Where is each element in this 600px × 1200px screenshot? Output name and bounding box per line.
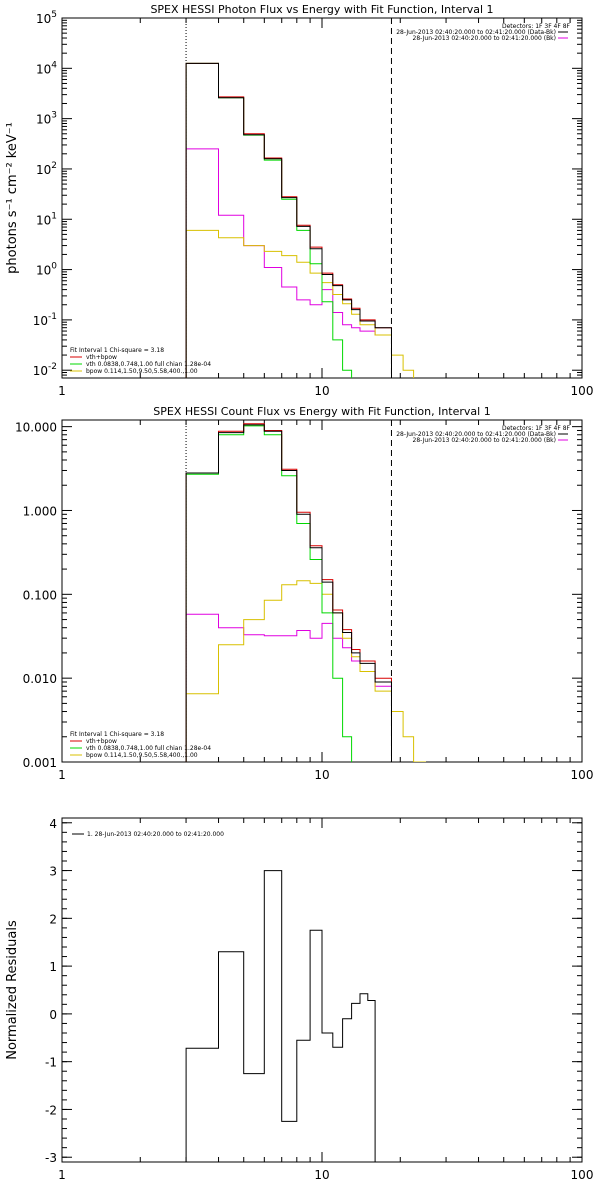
y-tick-label: 100 bbox=[36, 262, 57, 278]
y-tick-label: 0.010 bbox=[23, 672, 57, 686]
y-tick-label: 10-1 bbox=[33, 312, 57, 328]
y-tick-label: 0.100 bbox=[23, 588, 57, 602]
chart-panel-3: 1 10 100 -3 -2 -1 0 1 2 3 4 Normalized Residuals 1. … bbox=[5, 817, 593, 1182]
chart-title: SPEX HESSI Count Flux vs Energy with Fit… bbox=[153, 405, 490, 418]
plot-frame bbox=[61, 17, 583, 379]
series-thermal-line bbox=[185, 425, 353, 762]
legend-header-line: 28-Jun-2013 02:40:20.000 to 02:41:20.000… bbox=[396, 431, 556, 438]
y-tick-exponent: 5 bbox=[51, 10, 57, 20]
y-tick-label: 101 bbox=[36, 211, 57, 227]
legend-line: 1. 28-Jun-2013 02:40:20.000 to 02:41:20.… bbox=[87, 831, 224, 838]
y-tick-label: 1 bbox=[49, 960, 57, 974]
fit-legend-line: Fit Interval 1 Chi-square = 3.18 bbox=[70, 731, 164, 738]
legend-header-line: 28-Jun-2013 02:40:20.000 to 02:41:20.000… bbox=[396, 29, 556, 36]
legend-header-line: Detectors: 1F 3F 4F 8F bbox=[502, 23, 571, 30]
series-model-line bbox=[185, 423, 392, 762]
y-tick-exponent: 3 bbox=[51, 111, 57, 121]
x-tick-label: 10 bbox=[314, 768, 329, 782]
y-tick-label: 103 bbox=[36, 111, 57, 127]
series-total-line bbox=[185, 870, 376, 1162]
x-tick-label: 1 bbox=[58, 768, 66, 782]
x-tick-label: 100 bbox=[571, 384, 594, 398]
legend-header-line: 28-Jun-2013 02:40:20.000 to 02:41:20.000… bbox=[413, 35, 556, 42]
x-tick-label: 1 bbox=[58, 384, 66, 398]
fit-legend-line: bpow 0.114,1.50,9.50,5.58,400.,1.00 bbox=[86, 368, 198, 375]
series-total-line bbox=[185, 62, 392, 378]
y-tick-label: 0 bbox=[49, 1008, 57, 1022]
fit-legend-line: vth+bpow bbox=[86, 354, 117, 361]
y-tick-label: -1 bbox=[45, 1056, 57, 1070]
series-background-line bbox=[185, 613, 392, 762]
y-tick-exponent: -1 bbox=[48, 312, 57, 322]
x-tick-label: 100 bbox=[571, 768, 594, 782]
y-tick-label: -3 bbox=[45, 1151, 57, 1165]
legend-header-line: 28-Jun-2013 02:40:20.000 to 02:41:20.000… bbox=[413, 437, 556, 444]
y-tick-label: 10-2 bbox=[33, 362, 57, 378]
fit-legend-line: vth 0.0838,0.748,1.00 full chian 1.28e-0… bbox=[86, 361, 211, 368]
series-group bbox=[185, 423, 426, 762]
y-tick-exponent: 2 bbox=[51, 161, 57, 171]
fit-legend-line: bpow 0.114,1.50,9.50,5.58,400.,1.00 bbox=[86, 752, 198, 759]
y-tick-label: 3 bbox=[49, 865, 57, 879]
series-background-line bbox=[185, 148, 392, 378]
y-tick-label: 1.000 bbox=[23, 504, 57, 518]
y-tick-label: 105 bbox=[36, 10, 57, 26]
fit-legend-line: vth 0.0838,0.748,1.00 full chian 1.28e-0… bbox=[86, 745, 211, 752]
x-tick-label: 10 bbox=[314, 384, 329, 398]
y-tick-exponent: 0 bbox=[51, 262, 57, 272]
y-tick-exponent: -2 bbox=[48, 362, 57, 372]
x-tick-label: 100 bbox=[571, 1168, 594, 1182]
series-group bbox=[185, 870, 376, 1162]
series-total-line bbox=[185, 424, 392, 762]
y-tick-label: 0.001 bbox=[23, 756, 57, 770]
y-tick-exponent: 1 bbox=[51, 211, 57, 221]
series-model-line bbox=[185, 62, 392, 378]
series-group bbox=[185, 62, 415, 378]
x-tick-label: 10 bbox=[314, 1168, 329, 1182]
y-tick-exponent: 4 bbox=[51, 60, 57, 70]
chart-panel-1: SPEX HESSI Photon Flux vs Energy with Fi… bbox=[5, 3, 593, 398]
y-axis-label: photons s⁻¹ cm⁻² keV⁻¹ bbox=[5, 122, 20, 274]
y-tick-label: 4 bbox=[49, 817, 57, 831]
series-thermal-line bbox=[185, 62, 353, 378]
chart-panel-2: SPEX HESSI Count Flux vs Energy with Fit… bbox=[15, 405, 593, 782]
legend-header-line: Detectors: 1F 3F 4F 8F bbox=[502, 425, 571, 432]
fit-legend-line: Fit Interval 1 Chi-square = 3.18 bbox=[70, 347, 164, 354]
y-tick-label: 10.000 bbox=[15, 421, 57, 435]
series-nonthermal-line bbox=[185, 229, 415, 378]
y-axis-label: Normalized Residuals bbox=[5, 920, 20, 1060]
y-tick-label: 2 bbox=[49, 912, 57, 926]
y-tick-label: 102 bbox=[36, 161, 57, 177]
x-tick-label: 1 bbox=[58, 1168, 66, 1182]
y-tick-label: 104 bbox=[36, 60, 57, 76]
chart-title: SPEX HESSI Photon Flux vs Energy with Fi… bbox=[150, 3, 493, 16]
y-tick-label: -2 bbox=[45, 1103, 57, 1117]
series-nonthermal-line bbox=[185, 580, 426, 762]
fit-legend-line: vth+bpow bbox=[86, 738, 117, 745]
